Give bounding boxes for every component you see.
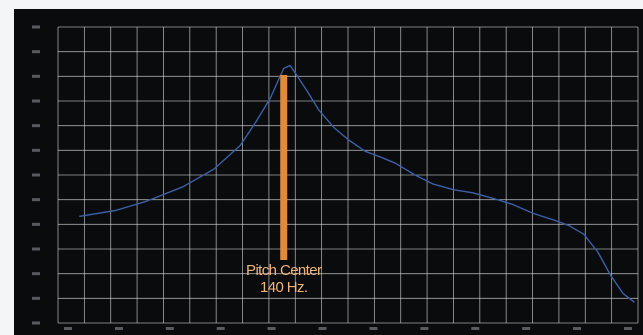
y-tick-mark [32,148,40,152]
y-tick-mark [32,74,40,78]
y-tick-mark [32,296,40,300]
y-tick-mark [32,222,40,226]
x-tick-mark [471,327,480,330]
x-tick-mark [573,327,582,330]
x-tick-mark [114,327,123,330]
y-tick-mark [32,50,40,54]
pitch-center-marker[interactable] [280,75,288,260]
x-tick-mark [267,327,276,330]
y-tick-mark [32,99,40,103]
x-tick-mark [522,327,531,330]
grid [57,26,639,324]
y-tick-mark [32,321,40,325]
y-tick-mark [32,198,40,202]
axis-ticks [32,25,632,330]
x-tick-mark [165,327,174,330]
x-tick-mark [216,327,225,330]
y-tick-mark [32,173,40,177]
spectrum-line [79,64,635,303]
x-tick-mark [624,327,632,330]
y-tick-mark [32,124,40,128]
pitch-center-value: 140 Hz. [260,279,308,296]
y-tick-mark [32,272,40,276]
y-tick-mark [32,25,40,29]
spectrum-analyzer-window: Pitch Center 140 Hz. [14,9,643,335]
x-tick-mark [64,327,72,330]
y-tick-mark [32,247,40,251]
x-tick-mark [420,327,429,330]
spectrum-plot: Pitch Center 140 Hz. [32,25,639,330]
pitch-center-label: Pitch Center [246,262,322,279]
x-tick-mark [369,327,378,330]
x-tick-mark [318,327,327,330]
